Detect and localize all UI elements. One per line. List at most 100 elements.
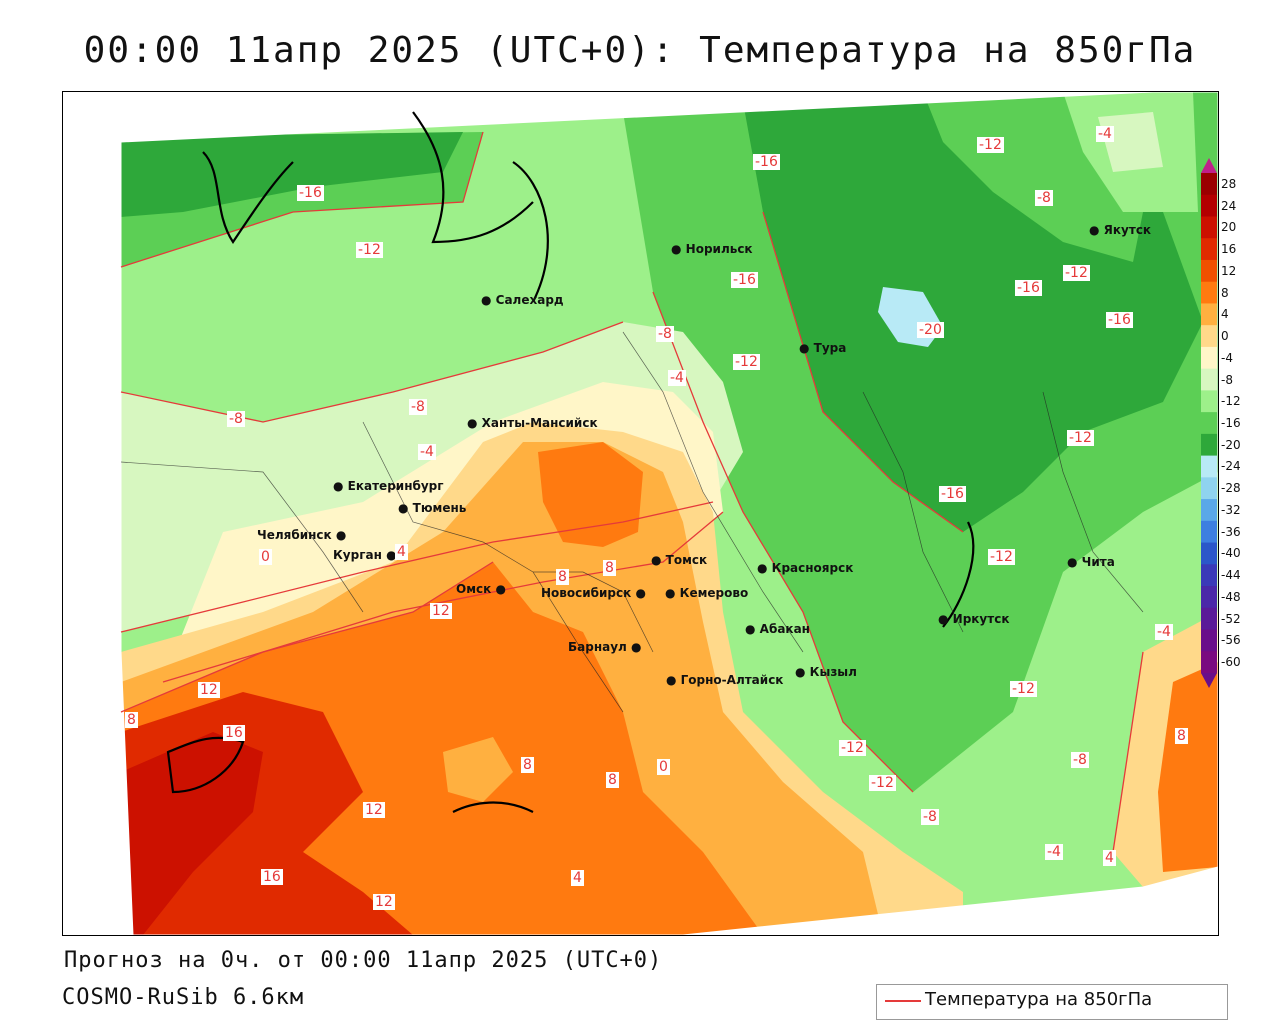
colorbar-tick-label: -56 [1221, 633, 1241, 648]
colorbar-tick-label: 20 [1221, 220, 1237, 235]
isotherm-label: 8 [125, 712, 138, 728]
colorbar-swatch [1201, 216, 1217, 239]
colorbar-top-arrow [1201, 158, 1217, 173]
city-marker: ● Красноярск [757, 561, 854, 575]
isotherm-label: -8 [409, 399, 427, 415]
isotherm-label: 12 [430, 603, 452, 619]
colorbar-tick-label: -36 [1221, 524, 1241, 539]
city-label: Томск [665, 553, 708, 567]
city-label: Горно-Алтайск [680, 673, 784, 687]
colorbar-swatch [1201, 586, 1217, 609]
colorbar-bottom-arrow [1201, 673, 1217, 688]
city-marker: Челябинск ● [257, 528, 347, 542]
colorbar-swatch [1201, 368, 1217, 391]
city-marker: Барнаул ● [568, 640, 642, 654]
isotherm-label: 8 [606, 772, 619, 788]
city-label: Норильск [685, 242, 753, 256]
city-label: Кемерово [679, 586, 749, 600]
colorbar-swatch [1201, 325, 1217, 348]
colorbar-swatch [1201, 390, 1217, 413]
isotherm-label: 0 [657, 759, 670, 775]
map-frame[interactable]: ● Салехард ● Норильск ● Тура ● Якутск ● … [62, 91, 1219, 936]
zone-12-core [538, 442, 643, 547]
colorbar-tick-label: -24 [1221, 459, 1241, 474]
colorbar-swatch [1201, 259, 1217, 283]
isotherm-label: 16 [223, 725, 245, 741]
isotherm-label: -12 [1063, 265, 1090, 281]
city-marker: ● Ханты-Мансийск [467, 416, 598, 430]
isotherm-label: -4 [1096, 126, 1114, 142]
isotherm-label: -12 [839, 740, 866, 756]
city-label: Новосибирск [541, 586, 632, 600]
isotherm-label: -12 [1010, 681, 1037, 697]
isotherm-label: 8 [1175, 728, 1188, 744]
isotherm-label: 4 [395, 544, 408, 560]
city-label: Чита [1081, 555, 1115, 569]
colorbar-tick-label: 28 [1221, 176, 1237, 191]
colorbar-tick-label: -48 [1221, 589, 1241, 604]
city-label: Красноярск [771, 561, 854, 575]
city-label: Барнаул [568, 640, 627, 654]
isotherm-label: 4 [1103, 850, 1116, 866]
isotherm-label: 4 [571, 870, 584, 886]
city-marker: ● Салехард [481, 293, 564, 307]
city-marker: ● Кемерово [665, 586, 749, 600]
legend-label: Температура на 850гПа [925, 989, 1153, 1010]
colorbar-tick-label: -20 [1221, 437, 1241, 452]
colorbar-swatch [1201, 173, 1217, 196]
colorbar-tick-label: -28 [1221, 481, 1241, 496]
city-label: Тюмень [412, 501, 467, 515]
forecast-info: Прогноз на 0ч. от 00:00 11апр 2025 (UTC+… [64, 948, 663, 973]
map-title: 00:00 11апр 2025 (UTC+0): Температура на… [83, 30, 1197, 71]
city-marker: ● Якутск [1089, 223, 1152, 237]
colorbar-swatch [1201, 433, 1217, 457]
colorbar-swatch [1201, 346, 1217, 370]
isotherm-label: -16 [731, 272, 758, 288]
isotherm-label: -4 [668, 370, 686, 386]
legend-line-swatch [885, 1000, 921, 1002]
colorbar-tick-label: 16 [1221, 242, 1237, 257]
city-marker: ● Томск [651, 553, 708, 567]
isotherm-label: -8 [1035, 190, 1053, 206]
colorbar [1201, 158, 1217, 688]
colorbar-tick-label: -8 [1221, 372, 1233, 387]
admin-borders [120, 331, 1144, 713]
colorbar-swatch [1201, 303, 1217, 326]
city-marker: ● Екатеринбург [333, 479, 444, 493]
city-label: Кызыл [809, 665, 857, 679]
city-marker: ● Иркутск [938, 612, 1010, 626]
city-marker: ● Абакан [745, 622, 810, 636]
city-marker: Омск ● [456, 582, 506, 596]
isotherm-label: 0 [259, 549, 272, 565]
colorbar-tick-label: -40 [1221, 546, 1241, 561]
colorbar-tick-label: -60 [1221, 655, 1241, 670]
city-label: Челябинск [257, 528, 332, 542]
colorbar-tick-label: -16 [1221, 416, 1241, 430]
colorbar-swatch [1201, 194, 1217, 217]
isotherm-label: -8 [227, 411, 245, 427]
colorbar-swatch [1201, 281, 1217, 304]
city-label: Якутск [1103, 223, 1152, 237]
city-marker: ● Тура [799, 341, 847, 355]
colorbar-swatch [1201, 477, 1217, 500]
colorbar-tick-label: -52 [1221, 611, 1241, 626]
colorbar-tick-label: -4 [1221, 350, 1233, 365]
city-marker: ● Горно-Алтайск [666, 673, 784, 687]
isotherm-label: -12 [869, 775, 896, 791]
isotherm-label: -16 [939, 486, 966, 502]
isotherms [120, 131, 1144, 853]
colorbar-swatch [1201, 629, 1217, 652]
city-label: Тура [813, 341, 847, 355]
isotherm-label: 8 [521, 757, 534, 773]
isotherm-label: -12 [733, 354, 760, 370]
coastlines [166, 111, 975, 813]
map-legend: Температура на 850гПа [876, 984, 1228, 1020]
colorbar-swatch [1201, 520, 1217, 544]
colorbar-swatch [1201, 542, 1217, 565]
colorbar-tick-label: 8 [1221, 285, 1229, 300]
city-label: Курган [333, 548, 382, 562]
city-label: Абакан [759, 622, 810, 636]
colorbar-swatch [1201, 499, 1217, 522]
isotherm-label: -4 [418, 444, 436, 460]
isotherm-label: -20 [917, 322, 944, 338]
